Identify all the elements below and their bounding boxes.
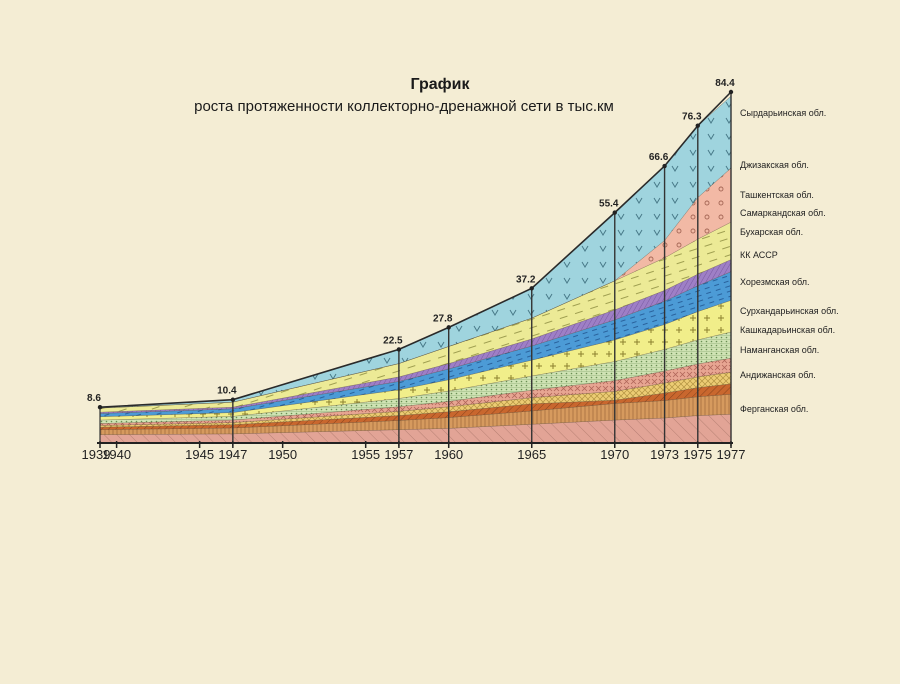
area-texture	[100, 358, 731, 426]
point-1970	[612, 210, 617, 215]
total-label-1977: 84.4	[715, 78, 735, 89]
point-1957	[396, 347, 402, 352]
area-андижанская-обл	[100, 394, 731, 435]
point-1975	[695, 123, 700, 128]
legend: Ферганская обл. Андижанская обл. Наманганс…	[740, 108, 839, 414]
area-texture	[100, 394, 731, 435]
total-label-1965: 37.2	[516, 274, 536, 285]
area-сырдарьинская-обл	[100, 96, 731, 409]
total-label-1960: 27.8	[433, 313, 453, 324]
tick-label: 1960	[434, 447, 463, 462]
area-texture	[100, 372, 731, 428]
point-start	[97, 405, 103, 410]
legend-джизакская-обл: Джизакская обл.	[740, 160, 809, 170]
total-label-1970: 55.4	[599, 199, 619, 210]
chart-title: График	[410, 76, 470, 93]
point-1977	[728, 89, 734, 95]
tick-label: 1940	[102, 447, 131, 462]
legend-наманганская-обл: Наманганская обл.	[740, 345, 819, 355]
tick-label: 1947	[218, 447, 247, 462]
point-1960	[446, 325, 451, 330]
total-label-1947: 10.4	[217, 386, 237, 397]
total-labels: 8.6 10.4 22.5 27.8 37.2 55.4 66.6 76.3 84.4	[87, 78, 735, 404]
point-1947	[230, 397, 236, 402]
tick-label: 1955	[351, 447, 380, 462]
area-texture	[100, 300, 731, 421]
tick-label: 1957	[384, 447, 413, 462]
point-1965	[529, 286, 534, 291]
area-кк-асср	[100, 300, 731, 421]
total-label-1973: 66.6	[649, 152, 669, 163]
tick-label: 1975	[683, 447, 712, 462]
tick-label: 1977	[717, 447, 746, 462]
legend-ташкентская-обл: Ташкентская обл.	[740, 190, 814, 200]
total-label-1939: 8.6	[87, 393, 101, 404]
year-rules	[97, 89, 734, 446]
area-texture	[100, 96, 731, 409]
tick-label: 1945	[185, 447, 214, 462]
legend-андижанская-обл: Андижанская обл.	[740, 370, 816, 380]
legend-сырдарьинская-обл: Сырдарьинская обл.	[740, 108, 826, 118]
area-сурхандарьинская-обл	[100, 358, 731, 426]
area-ферганская-обл	[100, 414, 731, 443]
total-label-1957: 22.5	[383, 335, 403, 346]
legend-кк-асср: КК АССР	[740, 250, 778, 260]
legend-кашкадарьинская-обл: Кашкадарьинская обл.	[740, 325, 835, 335]
area-layers	[99, 91, 732, 443]
tick-label: 1950	[268, 447, 297, 462]
legend-самаркандская-обл: Самаркандская обл.	[740, 208, 826, 218]
area-кашкадарьинская-обл	[100, 372, 731, 428]
tick-label: 1973	[650, 447, 679, 462]
tick-label: 1939	[82, 447, 111, 462]
legend-ферганская-обл: Ферганская обл.	[740, 404, 808, 414]
legend-сурхандарьинская-обл: Сурхандарьинская обл.	[740, 306, 839, 316]
area-хорезмская-обл	[100, 332, 731, 424]
legend-бухарская-обл: Бухарская обл.	[740, 227, 803, 237]
tick-label: 1965	[517, 447, 546, 462]
area-texture	[100, 414, 731, 443]
total-label-1975: 76.3	[682, 112, 702, 123]
tick-label: 1970	[600, 447, 629, 462]
legend-хорезмская-обл: Хорезмская обл.	[740, 277, 810, 287]
point-1973	[662, 163, 667, 169]
area-texture	[100, 332, 731, 424]
chart-subtitle: роста протяженности коллекторно-дренажно…	[194, 98, 614, 115]
